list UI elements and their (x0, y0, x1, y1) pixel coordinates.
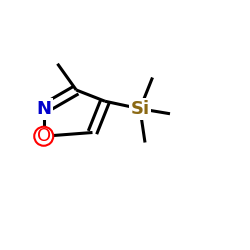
Circle shape (34, 127, 53, 146)
Text: O: O (37, 127, 51, 145)
Text: N: N (36, 100, 51, 118)
Text: Si: Si (130, 100, 150, 118)
